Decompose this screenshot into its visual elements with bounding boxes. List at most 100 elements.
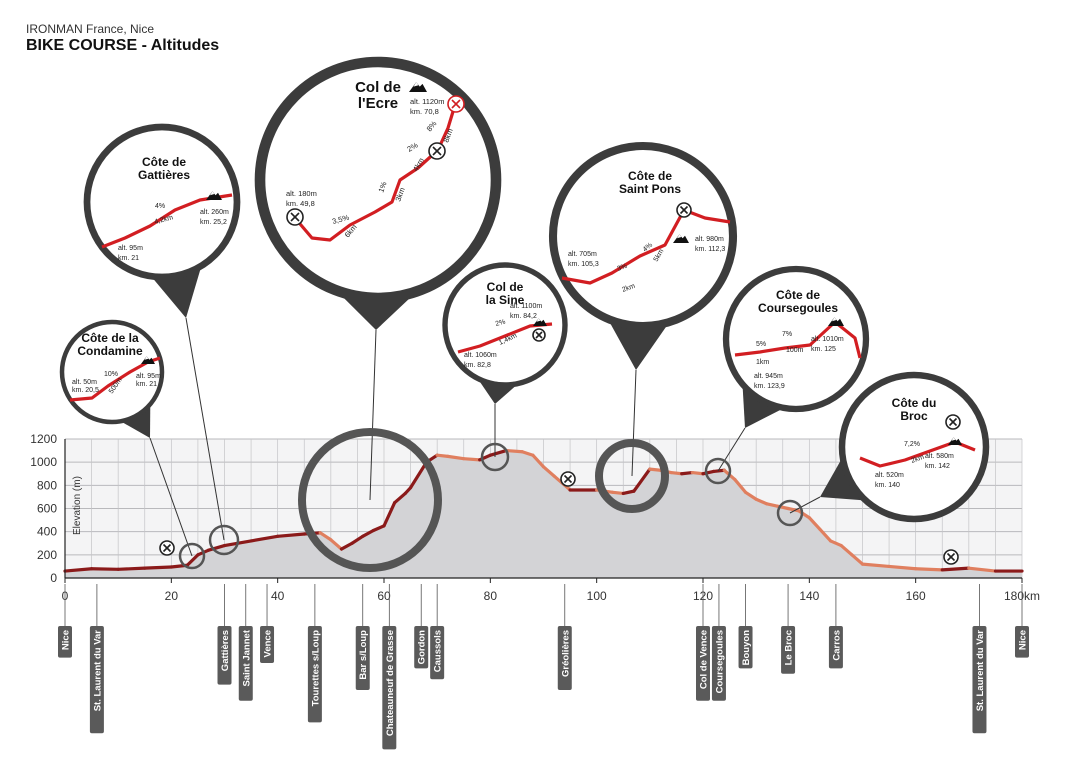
- summit-icon: [828, 317, 844, 326]
- elevation-profile-segment: [786, 506, 801, 513]
- place-label: St. Laurent du Var: [972, 584, 987, 734]
- marker-cross: [679, 205, 689, 215]
- place-tag: [781, 626, 796, 674]
- place-tag: [972, 626, 987, 734]
- climb-stat-label: alt. 1060m: [464, 352, 497, 359]
- climb-stat-label: alt. 260m: [200, 209, 229, 216]
- elevation-profile-segment: [940, 566, 971, 572]
- place-label: Gordon: [414, 584, 429, 669]
- mountain-shape: [409, 82, 427, 92]
- climb-marker-icon: [447, 95, 465, 113]
- elevation-profile-segment: [371, 524, 386, 533]
- elevation-profile-segment: [839, 543, 854, 557]
- place-name: Carros: [831, 630, 842, 661]
- bubble-ring: [722, 265, 870, 413]
- bubble-tail: [607, 318, 670, 370]
- climb-title: Côte du: [892, 396, 937, 410]
- climb-stat-label: alt. 95m: [136, 373, 161, 380]
- elevation-profile-segment: [276, 532, 306, 538]
- place-tag: [430, 626, 445, 680]
- climb-stat-label: km. 84,2: [510, 313, 537, 320]
- climb-stat-label: 4%: [642, 242, 654, 254]
- elevation-profile-segment: [143, 565, 173, 570]
- elevation-profile-segment: [531, 453, 546, 469]
- magnifier-lens: [595, 439, 669, 513]
- climb-stat-label: alt. 580m: [925, 453, 954, 460]
- y-tick-label: 400: [37, 525, 57, 539]
- climb-title: Côte de la: [81, 331, 139, 345]
- place-label: Saint Jannet: [238, 584, 253, 701]
- elevation-profile-segment: [116, 566, 147, 571]
- mountain-snow: [832, 317, 837, 322]
- climb-stat-label: 4%: [155, 203, 165, 210]
- elevation-profile-segment: [807, 516, 822, 531]
- y-tick-label: 0: [50, 571, 57, 585]
- bubble-ring: [838, 371, 990, 523]
- place-name: St. Laurent du Var: [92, 630, 103, 712]
- elevation-profile-segment: [887, 564, 918, 571]
- place-labels: Nice St. Laurent du Var Gattières Saint Jan…: [58, 584, 1029, 750]
- climb-stat-label: alt. 1100m: [510, 303, 542, 310]
- place-label: Caussols: [430, 584, 445, 680]
- place-tag: [355, 626, 370, 690]
- elevation-profile-segment: [63, 567, 94, 573]
- climb-stat-label: km. 21: [118, 255, 139, 262]
- summit-icon: [206, 191, 222, 200]
- climb-marker-icon: [286, 208, 304, 226]
- climb-profile-line: [561, 208, 731, 285]
- place-name: Saint Jannet: [241, 629, 252, 686]
- mountain-shape: [828, 317, 844, 326]
- x-tick-label: 20: [165, 589, 179, 603]
- place-tag: [711, 626, 726, 701]
- elevation-profile-segment: [690, 470, 705, 476]
- climb-stat-label: 2km: [910, 454, 925, 465]
- climb-stat-label: alt. 705m: [568, 251, 597, 258]
- mountain-shape: [948, 437, 962, 445]
- elevation-profile-segment: [701, 469, 716, 476]
- place-name: Coursegoules: [714, 630, 725, 693]
- climb-stat-label: 3,5%: [331, 213, 350, 226]
- place-label: Nice: [1015, 584, 1029, 658]
- summit-icon: [533, 318, 547, 326]
- climb-title: Broc: [900, 409, 928, 423]
- segment-marker-icon: [560, 471, 576, 487]
- climb-title: Col de: [355, 79, 401, 96]
- elevation-profile-segment: [797, 509, 811, 520]
- place-tag: [217, 626, 232, 685]
- magnifier-lens: [298, 428, 442, 572]
- magnifier-lens: [178, 542, 206, 570]
- climb-marker-icon: [676, 202, 692, 218]
- climb-stat-label: 100m: [786, 347, 804, 354]
- climb-stat-label: alt. 1120m: [410, 97, 444, 106]
- place-name: St. Laurent du Var: [975, 630, 986, 712]
- place-tag: [307, 626, 322, 723]
- magnifier-lens: [480, 442, 510, 472]
- marker-cross: [948, 417, 958, 427]
- mountain-shape: [533, 318, 547, 326]
- elevation-profile-segment: [860, 562, 891, 569]
- elevation-profile-segment: [754, 497, 769, 506]
- climb-stat-label: km. 140: [875, 482, 900, 489]
- elevation-profile-segment: [350, 534, 365, 545]
- place-tag: [557, 626, 572, 690]
- climb-stat-label: km. 21: [136, 381, 157, 388]
- elevation-profile-segment: [462, 457, 482, 462]
- place-label: Le Broc: [781, 584, 796, 674]
- climb-stat-label: km. 49,8: [286, 199, 315, 208]
- climb-stat-label: alt. 50m: [72, 379, 97, 386]
- place-name: Bouyon: [741, 630, 752, 666]
- place-name: Nice: [61, 630, 72, 650]
- elevation-profile-segment: [249, 534, 280, 543]
- climb-stat-label: 2%: [495, 319, 507, 328]
- place-label: Gattières: [217, 584, 232, 685]
- place-tag: [696, 626, 710, 701]
- y-tick-label: 600: [37, 502, 57, 516]
- place-label: Bouyon: [738, 584, 753, 669]
- climb-stat-label: 7%: [782, 331, 792, 338]
- bubble-leader: [369, 329, 377, 501]
- climb-stat-label: 3%: [616, 263, 628, 273]
- x-tick-label: 100: [587, 589, 607, 603]
- place-label: Vence: [260, 584, 275, 663]
